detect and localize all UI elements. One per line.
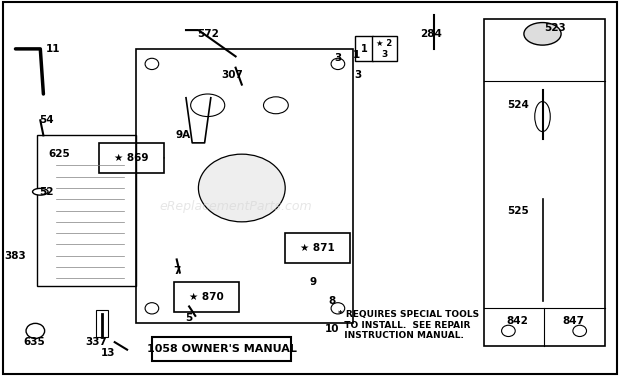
Bar bbox=[152, 337, 291, 361]
Text: 13: 13 bbox=[101, 349, 116, 358]
Text: 842: 842 bbox=[507, 317, 529, 326]
Text: eReplacementParts.com: eReplacementParts.com bbox=[159, 200, 312, 213]
Text: 11: 11 bbox=[45, 44, 60, 54]
Ellipse shape bbox=[198, 154, 285, 222]
Text: 9: 9 bbox=[309, 277, 317, 287]
FancyBboxPatch shape bbox=[99, 143, 164, 173]
Text: * REQUIRES SPECIAL TOOLS
  TO INSTALL.  SEE REPAIR
  INSTRUCTION MANUAL.: * REQUIRES SPECIAL TOOLS TO INSTALL. SEE… bbox=[338, 310, 479, 340]
Ellipse shape bbox=[502, 325, 515, 337]
Text: 7: 7 bbox=[173, 266, 180, 276]
Text: 635: 635 bbox=[23, 337, 45, 347]
Bar bbox=[37, 135, 136, 286]
Text: 3: 3 bbox=[381, 50, 388, 59]
Ellipse shape bbox=[524, 23, 561, 45]
Text: ★ 869: ★ 869 bbox=[115, 153, 149, 163]
Text: 54: 54 bbox=[39, 115, 54, 125]
Text: 8: 8 bbox=[328, 296, 335, 306]
Text: 3: 3 bbox=[355, 70, 362, 80]
Bar bbox=[136, 49, 353, 323]
Text: 52: 52 bbox=[39, 187, 54, 197]
Ellipse shape bbox=[26, 323, 45, 338]
Text: 3: 3 bbox=[334, 53, 342, 63]
Text: 1: 1 bbox=[361, 44, 367, 54]
Text: 847: 847 bbox=[562, 317, 585, 326]
Text: 524: 524 bbox=[507, 100, 529, 110]
Ellipse shape bbox=[573, 325, 587, 337]
Text: 337: 337 bbox=[85, 337, 107, 347]
Ellipse shape bbox=[145, 58, 159, 70]
Text: 284: 284 bbox=[420, 29, 442, 39]
Text: 9A: 9A bbox=[175, 130, 190, 140]
Ellipse shape bbox=[145, 303, 159, 314]
Text: 383: 383 bbox=[4, 251, 27, 261]
Text: 572: 572 bbox=[197, 29, 219, 39]
Text: 307: 307 bbox=[221, 70, 244, 80]
Bar bbox=[96, 310, 108, 337]
Text: 625: 625 bbox=[48, 149, 70, 159]
Ellipse shape bbox=[33, 188, 48, 195]
Text: ★ 870: ★ 870 bbox=[188, 292, 224, 302]
Text: 1: 1 bbox=[353, 50, 360, 59]
Ellipse shape bbox=[264, 97, 288, 114]
FancyBboxPatch shape bbox=[174, 282, 239, 312]
Text: 525: 525 bbox=[507, 206, 529, 215]
Ellipse shape bbox=[534, 102, 551, 132]
Text: ★ 2: ★ 2 bbox=[376, 39, 392, 48]
Text: 5: 5 bbox=[185, 313, 193, 323]
Bar bbox=[372, 36, 397, 61]
Ellipse shape bbox=[331, 58, 345, 70]
Text: 1058 OWNER'S MANUAL: 1058 OWNER'S MANUAL bbox=[147, 344, 296, 354]
FancyBboxPatch shape bbox=[285, 233, 350, 263]
Bar bbox=[355, 36, 373, 61]
Ellipse shape bbox=[331, 303, 345, 314]
Bar bbox=[484, 19, 604, 346]
Text: 10: 10 bbox=[324, 324, 339, 334]
Text: 523: 523 bbox=[544, 23, 566, 33]
Text: ★ 871: ★ 871 bbox=[300, 243, 335, 253]
Ellipse shape bbox=[190, 94, 225, 117]
